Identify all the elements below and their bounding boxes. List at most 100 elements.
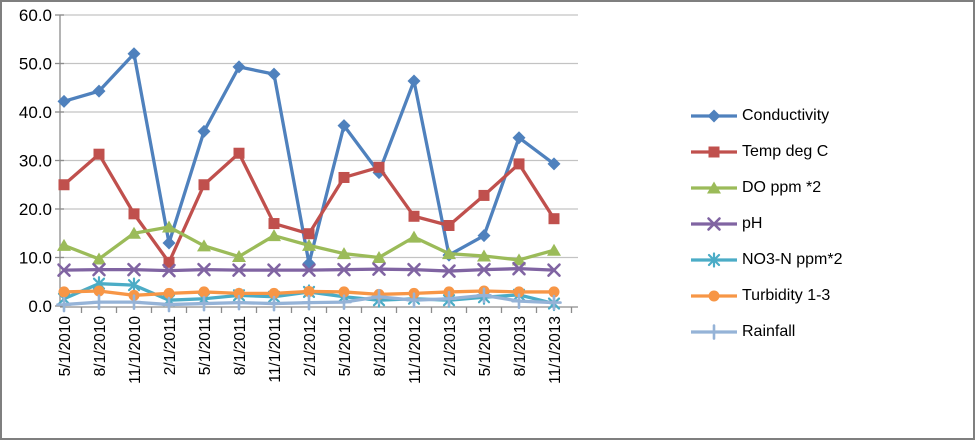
x-axis-tick-label: 2/1/2011 [162,316,179,375]
series-2-marker [232,250,246,263]
legend-label: Rainfall [742,323,796,340]
y-axis-tick-label: 20.0 [19,200,52,219]
series-3-marker [267,263,281,277]
series-5-marker [303,285,315,297]
series-1-marker [443,219,455,231]
x-axis-tick-label: 5/1/2012 [337,316,354,376]
series-1-marker [408,210,420,222]
series-2-marker [162,220,176,233]
legend-item: Rainfall [690,314,842,350]
series-6-marker [91,294,107,310]
x-axis-tick-label: 2/1/2012 [302,316,319,376]
series-2-marker [127,226,141,239]
series-1-marker [233,147,245,159]
legend-label: Temp deg C [742,143,829,160]
series-5-marker [233,287,245,299]
x-axis-tick-label: 8/1/2013 [512,316,529,376]
series-5-marker [163,287,175,299]
series-1-marker [93,148,105,160]
series-2-marker [512,253,526,266]
series-2-marker [92,252,106,265]
series-6-marker [126,294,142,310]
series-0-marker [337,119,351,133]
series-0-marker [547,157,561,171]
series-3-marker [232,263,246,277]
legend-label: Turbidity 1-3 [742,287,831,304]
series-3-marker [512,261,526,276]
x-axis-tick-label: 5/1/2011 [197,316,214,375]
y-axis-tick-label: 60.0 [19,6,52,25]
chart-legend: Conductivity Temp deg C DO ppm *2 pH NO3-N p… [690,98,842,350]
series-2-marker [302,238,316,251]
series-5-marker [58,286,70,298]
series-1-marker [338,171,350,183]
plus-legend-marker-icon [691,324,737,340]
series-6-marker [371,288,387,305]
triangle-legend-marker-icon [691,181,737,194]
series-2-marker [197,239,211,252]
x-axis-tick-label: 11/1/2013 [547,316,564,384]
series-4-marker [127,277,141,293]
diamond-legend-marker-icon [691,109,737,123]
series-3-marker [302,263,316,277]
series-3-marker [407,262,421,277]
circle-legend-marker-icon [691,290,737,302]
asterisk-legend-marker-icon [691,252,737,268]
series-3-marker [337,262,351,277]
series-1-marker [268,218,280,230]
series-0-marker [232,60,246,74]
y-axis-tick-label: 40.0 [19,103,52,122]
series-0-marker [57,94,71,108]
series-1-marker [58,179,70,191]
legend-item: pH [690,206,842,242]
x-axis-tick-label: 11/1/2010 [127,316,144,384]
series-6-marker [476,287,492,304]
series-3-marker [92,262,106,277]
series-0-marker [407,74,421,88]
series-2-marker [57,238,71,251]
series-2-marker [477,249,491,262]
series-5-marker [198,286,210,298]
x-axis-tick-label: 2/1/2013 [442,316,459,376]
series-6-marker [546,294,562,311]
series-5-marker [338,286,350,298]
series-0-marker [267,67,281,81]
x-axis-tick-label: 8/1/2012 [372,316,389,376]
series-0-marker [92,84,106,98]
y-axis-tick-label: 30.0 [19,152,52,171]
legend-item: DO ppm *2 [690,170,842,206]
series-6-marker [196,295,212,312]
y-axis-tick-label: 0.0 [28,297,52,316]
series-3-marker [477,262,491,277]
series-6-marker [161,296,177,313]
series-5-marker [513,286,525,298]
x-legend-marker-icon [691,217,737,231]
legend-item: NO3-N ppm*2 [690,242,842,278]
series-1-marker [163,256,175,268]
series-5-marker [548,286,560,298]
series-1-marker [303,228,315,240]
legend-label: pH [742,215,763,232]
series-1-marker [373,161,385,173]
legend-label: DO ppm *2 [742,179,822,196]
x-axis-tick-label: 11/1/2011 [267,316,284,383]
series-5-marker [268,287,280,299]
square-legend-marker-icon [691,146,737,158]
series-6-marker [511,293,527,309]
series-2-marker [267,229,281,242]
series-6-marker [301,294,317,311]
series-3-marker [57,263,71,277]
x-axis-tick-label: 8/1/2010 [92,316,109,377]
x-axis-tick-label: 8/1/2011 [232,316,249,375]
y-axis-tick-label: 10.0 [19,249,52,268]
series-6-marker [56,296,72,313]
series-0-marker [512,131,526,145]
series-0-marker [477,229,491,243]
legend-label: NO3-N ppm*2 [742,251,843,268]
series-6-marker [336,294,352,310]
series-3-marker [162,263,176,278]
series-0-marker [302,256,316,270]
series-2-marker [337,247,351,260]
